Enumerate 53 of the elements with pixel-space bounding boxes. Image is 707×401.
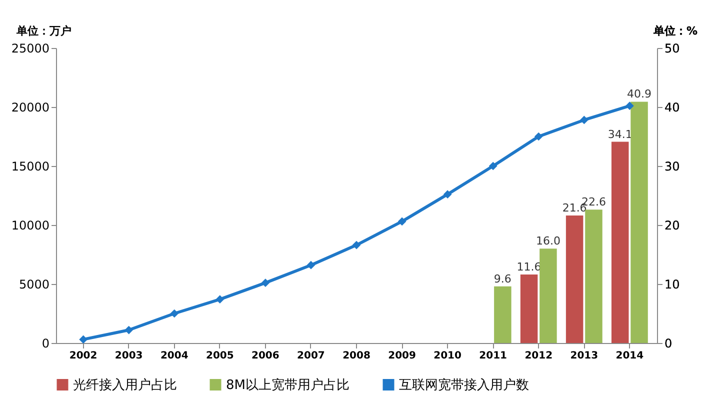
x-tick-label: 2010 bbox=[434, 350, 462, 362]
point bbox=[488, 162, 498, 170]
point bbox=[534, 132, 543, 141]
x-tick-label: 2003 bbox=[114, 350, 143, 362]
x-tick-label: 2009 bbox=[388, 350, 416, 362]
x-tick-label: 2013 bbox=[570, 350, 598, 362]
legend-label: 8M以上宽带用户占比 bbox=[226, 376, 350, 393]
point bbox=[306, 260, 316, 270]
data-label: 40.9 bbox=[627, 88, 652, 101]
point bbox=[261, 278, 270, 288]
x-tick-label: 2008 bbox=[342, 350, 370, 362]
y-tick-label: 10000 bbox=[11, 218, 50, 232]
y-tick-label: 5000 bbox=[18, 278, 50, 292]
point bbox=[443, 190, 452, 199]
x-tick-label: 2006 bbox=[252, 350, 280, 362]
x-tick-label: 2014 bbox=[616, 350, 644, 362]
y-axis-title: 单位：万户 bbox=[16, 24, 72, 38]
point bbox=[124, 326, 134, 334]
x-tick-label: 2005 bbox=[206, 350, 234, 362]
bar bbox=[611, 142, 629, 343]
x-tick-label: 2012 bbox=[524, 350, 553, 362]
bar bbox=[494, 286, 512, 343]
point bbox=[216, 295, 224, 304]
bar bbox=[520, 274, 538, 343]
bar bbox=[540, 248, 557, 343]
point bbox=[626, 102, 634, 110]
point bbox=[170, 309, 179, 318]
y-tick-label: 20000 bbox=[11, 100, 50, 114]
x-tick-label: 2011 bbox=[479, 350, 508, 362]
point bbox=[398, 217, 406, 226]
y2-tick-label: 50 bbox=[664, 42, 680, 56]
x-tick-label: 2007 bbox=[297, 350, 325, 362]
x-tick-label: 2002 bbox=[69, 350, 98, 362]
legend-label: 光纤接入用户占比 bbox=[73, 378, 177, 393]
data-label: 9.6 bbox=[494, 272, 512, 286]
y-tick-label: 25000 bbox=[11, 42, 50, 56]
bar bbox=[566, 216, 584, 343]
point bbox=[352, 240, 361, 250]
point bbox=[580, 116, 588, 124]
y-tick-label: 0 bbox=[42, 336, 50, 350]
x-tick-label: 2004 bbox=[160, 350, 188, 362]
y2-tick-label: 40 bbox=[664, 100, 680, 114]
y2-tick-label: 0 bbox=[664, 336, 672, 350]
y2-tick-label: 20 bbox=[664, 218, 680, 232]
point bbox=[79, 335, 88, 344]
legend-label: 互联网宽带接入用户数 bbox=[399, 376, 529, 393]
y2-axis-title: 单位：% bbox=[652, 24, 698, 38]
data-label: 16.0 bbox=[536, 234, 560, 248]
y2-tick-label: 10 bbox=[664, 278, 680, 292]
bar bbox=[630, 102, 648, 343]
y2-tick-label: 30 bbox=[664, 160, 680, 174]
bar bbox=[585, 210, 602, 343]
y-tick-label: 15000 bbox=[11, 160, 50, 174]
